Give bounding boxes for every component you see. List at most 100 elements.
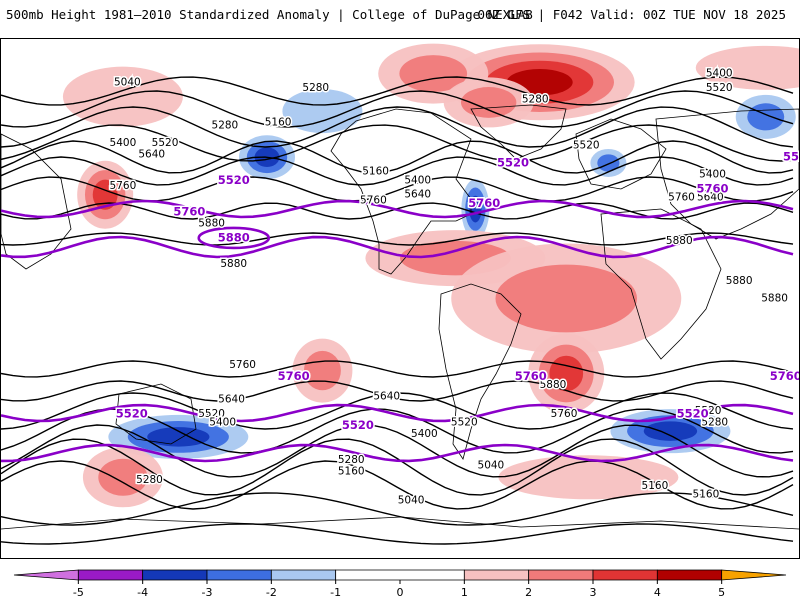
highlight-contour-label: 5760 bbox=[173, 205, 205, 219]
highlight-contour-label: 5760 bbox=[468, 196, 500, 210]
height-contour-label: 5880 bbox=[761, 293, 788, 305]
highlight-contour-label: 5520 bbox=[497, 155, 529, 169]
height-contour-label: 5760 bbox=[551, 408, 578, 420]
colorbar-tick-label: -3 bbox=[202, 586, 213, 599]
anomaly-region bbox=[108, 414, 249, 459]
height-contour-label: 5280 bbox=[136, 474, 163, 486]
height-contour bbox=[1, 176, 794, 202]
coastline bbox=[575, 118, 667, 190]
coastline bbox=[330, 108, 472, 275]
coastline bbox=[600, 208, 722, 360]
colorbar-bin bbox=[528, 569, 594, 581]
height-contour-label: 5040 bbox=[398, 494, 425, 506]
height-contour-label: 5760 bbox=[110, 180, 137, 192]
anomaly-region bbox=[451, 243, 682, 354]
colorbar-tick-label: 0 bbox=[397, 586, 404, 599]
height-contour bbox=[1, 438, 794, 496]
highlight-contour-label: 5880 bbox=[218, 230, 250, 244]
anomaly-contour-fill bbox=[747, 103, 785, 131]
height-contour-label: 5280 bbox=[338, 454, 365, 466]
height-contour bbox=[1, 360, 794, 378]
colorbar-tick-label: 1 bbox=[461, 586, 468, 599]
colorbar-bin bbox=[721, 569, 787, 581]
colorbar-bin bbox=[463, 569, 530, 581]
coastline bbox=[115, 383, 197, 445]
height-contour-label: 5400 bbox=[706, 68, 733, 80]
anomaly-contour-fill bbox=[469, 195, 482, 223]
colorbar-bins bbox=[13, 569, 787, 581]
height-contour-label: 5640 bbox=[697, 192, 724, 204]
anomaly-region bbox=[77, 160, 134, 229]
height-contour-label: 5880 bbox=[220, 258, 247, 270]
colorbar-bin bbox=[142, 569, 208, 581]
height-contour-label: 5760 bbox=[668, 192, 695, 204]
height-contour-label: 5760 bbox=[360, 194, 387, 206]
anomaly-contour-fill bbox=[98, 458, 148, 496]
colorbar-bin bbox=[77, 569, 144, 581]
height-contour-label: 5640 bbox=[138, 148, 165, 160]
anomaly-region bbox=[443, 77, 534, 128]
height-contour-label: 5040 bbox=[478, 460, 505, 472]
height-contour bbox=[1, 124, 794, 162]
height-contour-label: 5040 bbox=[114, 76, 141, 88]
height-contour-label: 5520 bbox=[706, 82, 733, 94]
anomaly-contour-fill bbox=[495, 264, 638, 333]
highlight-contour-label: 5520 bbox=[677, 406, 709, 420]
height-contour-label: 5280 bbox=[522, 94, 549, 106]
height-contour-label: 5640 bbox=[404, 189, 431, 201]
map-panel: 5040 5280 5280 5160 5400 5520 5640 5760 5880 5880… bbox=[0, 38, 800, 559]
anomaly-region bbox=[590, 148, 627, 177]
height-contour-label: 5280 bbox=[302, 82, 329, 94]
colorbar-tick-label: 5 bbox=[718, 586, 725, 599]
colorbar-tick-label: -4 bbox=[137, 586, 148, 599]
highlight-contour-layer bbox=[1, 199, 794, 463]
height-contour bbox=[1, 492, 794, 526]
anomaly-contour-fill bbox=[643, 421, 698, 441]
highlight-contour-label: 5760 bbox=[770, 369, 799, 383]
anomaly-contour-fill bbox=[549, 355, 584, 392]
highlight-contour bbox=[1, 235, 794, 259]
highlight-contour bbox=[1, 199, 794, 219]
height-contour bbox=[1, 140, 794, 174]
height-contour-label: 5640 bbox=[373, 391, 400, 403]
colorbar-tick-label: -1 bbox=[330, 586, 341, 599]
anomaly-contour-fill bbox=[460, 87, 517, 118]
highlight-contour bbox=[1, 443, 794, 463]
anomaly-shading-layer bbox=[62, 43, 799, 508]
height-contour-label: 5400 bbox=[411, 428, 438, 440]
anomaly-contour-fill bbox=[147, 427, 210, 447]
height-contour bbox=[1, 392, 794, 430]
highlight-contour-label: 5520 bbox=[218, 173, 250, 187]
height-contour-label: 5400 bbox=[699, 169, 726, 181]
anomaly-region bbox=[528, 333, 605, 414]
height-contour bbox=[1, 460, 794, 510]
colorbar-tick-label: 3 bbox=[590, 586, 597, 599]
height-contour bbox=[1, 156, 794, 186]
colorbar-bin bbox=[656, 569, 723, 581]
colorbar-bin bbox=[13, 569, 79, 581]
highlight-contour-label: 5760 bbox=[278, 369, 310, 383]
highlight-contour-closed bbox=[197, 226, 271, 250]
coastline bbox=[1, 133, 72, 270]
colorbar-bin bbox=[206, 569, 272, 581]
height-contour-label: 5880 bbox=[726, 275, 753, 287]
height-contour bbox=[1, 76, 794, 106]
height-contour-label: 5520 bbox=[573, 140, 600, 152]
height-contour-label: 5280 bbox=[212, 120, 239, 132]
coastline bbox=[1, 516, 799, 530]
height-contour-label: 5880 bbox=[666, 235, 693, 247]
height-contour-label: 5160 bbox=[642, 480, 669, 492]
height-contour-label: 5520 bbox=[152, 137, 179, 149]
height-contour-label: 5520 bbox=[451, 416, 478, 428]
anomaly-region bbox=[735, 94, 796, 139]
height-contour-label: 5280 bbox=[701, 416, 728, 428]
height-contour-label: 5160 bbox=[693, 489, 720, 501]
map-title: 500mb Height 1981–2010 Standardized Anom… bbox=[6, 7, 533, 22]
colorbar-legend: -5 -4 -3 -2 -1 0 1 2 3 4 5 bbox=[13, 569, 787, 599]
colorbar-tick-label: -5 bbox=[73, 586, 84, 599]
highlight-contour-label: 5520 bbox=[783, 150, 799, 164]
height-contour-label: 5160 bbox=[265, 117, 292, 129]
highlight-contour-label: 5520 bbox=[116, 406, 148, 420]
